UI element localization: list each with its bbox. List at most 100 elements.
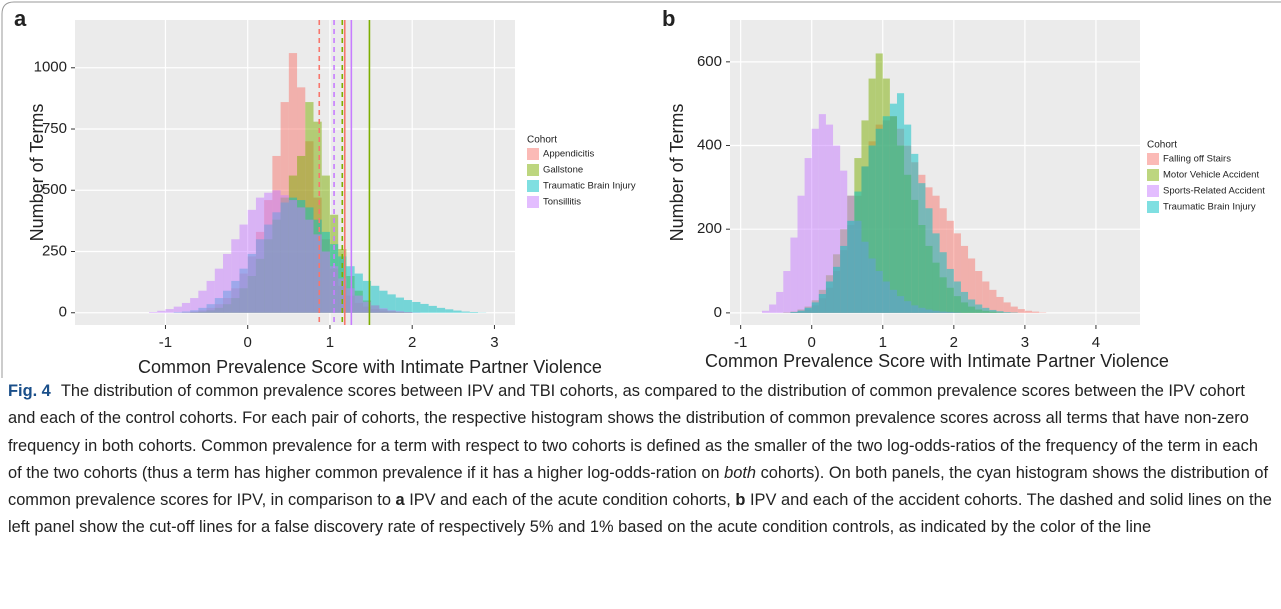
histogram-bar	[445, 309, 454, 313]
histogram-bar	[371, 305, 380, 313]
y-tick-label: 600	[697, 53, 722, 70]
x-tick-label: 3	[490, 334, 498, 351]
histogram-bar	[313, 121, 322, 313]
legend-swatch	[1147, 185, 1159, 197]
legend-label: Tonsillitis	[543, 197, 581, 208]
histogram-bar	[214, 268, 224, 313]
legend-swatch	[1147, 169, 1159, 181]
legend-label: Traumatic Brain Injury	[543, 181, 636, 192]
panel-label: b	[662, 6, 675, 31]
histogram-bar	[403, 300, 413, 313]
histogram-bar	[395, 297, 404, 313]
histogram-bar	[239, 224, 248, 313]
caption-label: Fig. 4	[8, 382, 51, 400]
histogram-bar	[272, 190, 281, 313]
histogram-bar	[790, 237, 798, 313]
legend-title: Cohort	[1147, 140, 1177, 151]
histogram-bar	[297, 207, 306, 313]
y-tick-label: 200	[697, 220, 722, 237]
histogram-bar	[854, 191, 862, 313]
histogram-bar	[968, 299, 976, 313]
x-tick-label: 1	[879, 334, 887, 351]
histogram-bar	[412, 301, 421, 313]
histogram-bar	[1003, 312, 1011, 313]
histogram-bar	[939, 252, 947, 313]
x-tick-label: 0	[808, 334, 816, 351]
histogram-bar	[840, 245, 848, 313]
histogram-bar	[797, 195, 805, 313]
histogram-bar	[395, 311, 404, 313]
histogram-bar	[975, 271, 983, 313]
x-tick-label: 2	[408, 334, 416, 351]
histogram-bar	[861, 166, 869, 313]
histogram-bar	[833, 145, 841, 313]
histogram-bar	[932, 233, 940, 313]
histogram-bar	[420, 303, 429, 313]
histogram-bar	[305, 219, 314, 313]
histogram-bar	[338, 278, 347, 313]
histogram-bar	[989, 309, 997, 313]
x-tick-label: -1	[734, 334, 747, 351]
histogram-bar	[889, 103, 897, 313]
histogram-bar	[811, 128, 819, 313]
histogram-bar	[173, 306, 182, 313]
histogram-bar	[960, 291, 969, 313]
histogram-bar	[387, 294, 396, 313]
histogram-bar	[1031, 311, 1040, 313]
histogram-bar	[982, 307, 990, 313]
legend-title: Cohort	[527, 135, 557, 146]
histogram-bar	[797, 310, 805, 313]
x-tick-label: 3	[1021, 334, 1029, 351]
caption-text: IPV and each of the acute condition coho…	[409, 491, 731, 510]
histogram-bar	[247, 209, 256, 313]
histogram-bar	[362, 301, 372, 313]
legend-swatch	[527, 164, 539, 176]
x-axis-title: Common Prevalence Score with Intimate Pa…	[138, 357, 602, 377]
histogram-bar	[157, 310, 166, 313]
histogram-bar	[918, 183, 926, 313]
histogram-bar	[960, 245, 969, 313]
legend-swatch	[527, 180, 539, 192]
legend-swatch	[527, 196, 539, 208]
histogram-bar	[1003, 302, 1011, 313]
histogram-bar	[264, 192, 273, 313]
histogram-bar	[833, 266, 841, 313]
caption-text: a	[395, 491, 405, 510]
histogram-bar	[811, 302, 819, 313]
y-tick-label: 0	[714, 304, 722, 321]
legend-label: Appendicitis	[543, 149, 594, 160]
y-tick-label: 500	[42, 181, 67, 198]
histogram-bar	[896, 93, 905, 313]
histogram-bar	[428, 305, 437, 313]
histogram-bar	[875, 128, 883, 313]
histogram-bar	[783, 271, 791, 313]
histogram-bar	[1010, 306, 1018, 313]
histogram-bar	[231, 239, 240, 313]
histogram-bar	[804, 307, 812, 313]
y-axis-title: Number of Terms	[667, 104, 687, 242]
histogram-bar	[403, 312, 413, 313]
histogram-bar	[925, 208, 933, 313]
histogram-bar	[362, 280, 372, 313]
histogram-bar	[968, 258, 976, 313]
y-tick-label: 1000	[34, 59, 67, 76]
histogram-bar	[461, 311, 470, 313]
histogram-bar	[387, 310, 396, 313]
histogram-bar	[280, 195, 289, 313]
histogram-bar	[354, 273, 363, 313]
histogram-bar	[1024, 310, 1032, 313]
histogram-bar	[840, 170, 848, 313]
histogram-bar	[761, 310, 770, 313]
histogram-bar	[946, 220, 954, 313]
histogram-bar	[181, 302, 191, 313]
histogram-bar	[989, 289, 997, 313]
legend-label: Falling off Stairs	[1163, 154, 1231, 165]
histogram-bar	[371, 285, 380, 313]
legend-label: Traumatic Brain Injury	[1163, 202, 1256, 213]
histogram-bar	[818, 294, 826, 313]
histogram-bar	[223, 253, 232, 313]
histogram-bar	[818, 114, 826, 313]
caption-text: IPV and each of the accident cohorts. Th…	[8, 491, 1272, 537]
caption-text: b	[735, 491, 746, 510]
